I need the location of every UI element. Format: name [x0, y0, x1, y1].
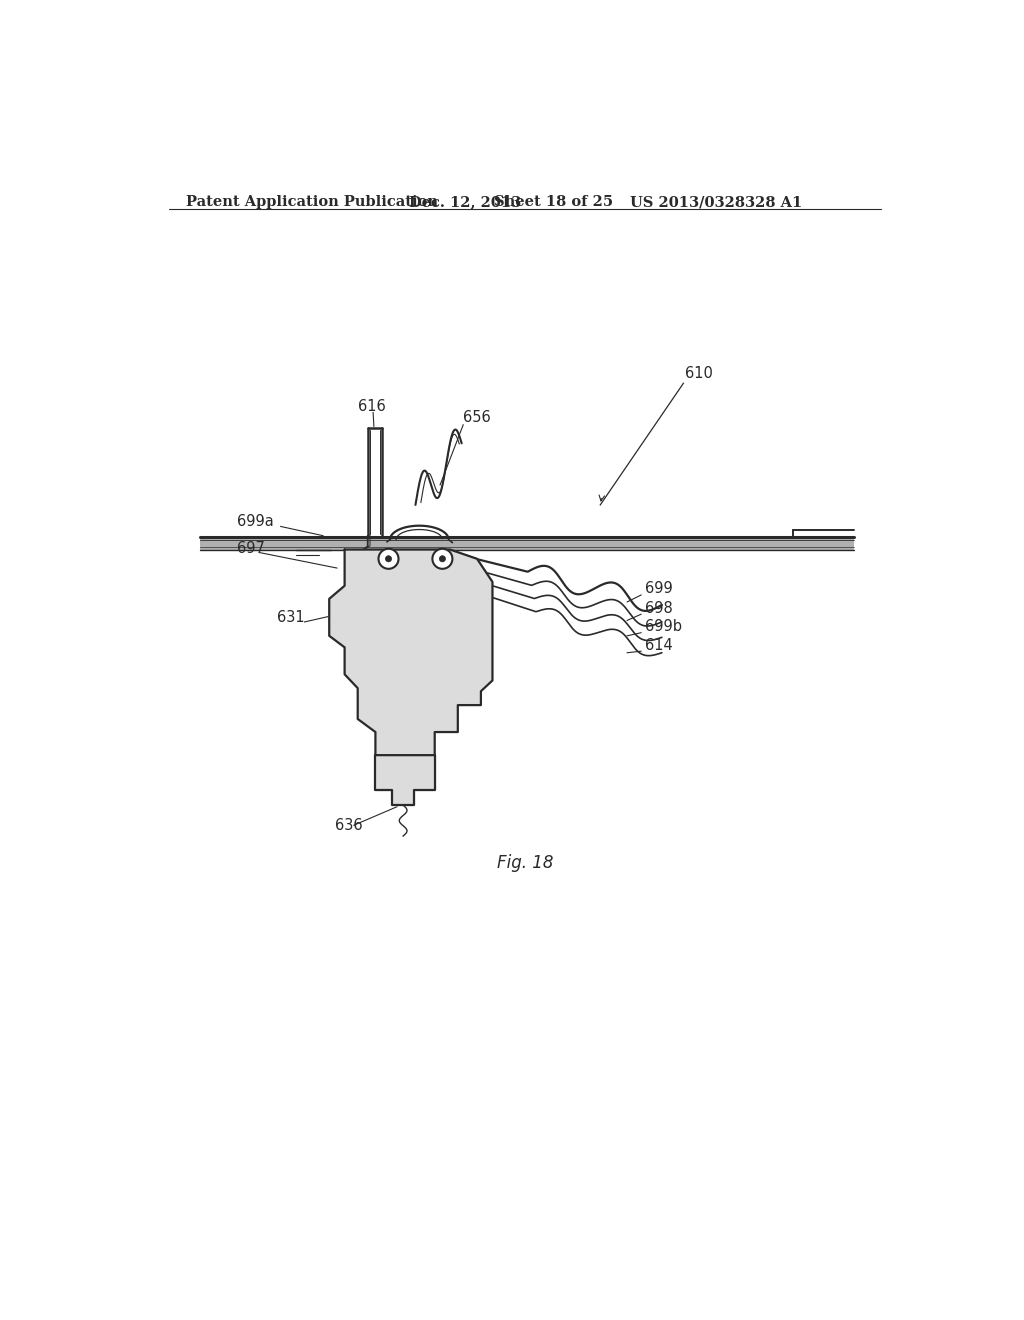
Text: 699: 699: [645, 581, 673, 597]
Text: 636: 636: [336, 818, 362, 833]
Text: 699b: 699b: [645, 619, 682, 634]
Text: US 2013/0328328 A1: US 2013/0328328 A1: [630, 195, 802, 210]
Text: 656: 656: [463, 409, 490, 425]
Bar: [200, 537, 854, 549]
Circle shape: [385, 556, 391, 562]
Text: 616: 616: [358, 399, 386, 414]
Text: 699a: 699a: [237, 515, 273, 529]
Text: Patent Application Publication: Patent Application Publication: [186, 195, 438, 210]
Polygon shape: [376, 755, 435, 805]
Text: Sheet 18 of 25: Sheet 18 of 25: [494, 195, 613, 210]
Circle shape: [439, 556, 445, 562]
Text: 697: 697: [237, 541, 264, 556]
Text: 698: 698: [645, 601, 673, 615]
Text: 631: 631: [276, 610, 304, 624]
Circle shape: [432, 549, 453, 569]
Text: 614: 614: [645, 638, 673, 652]
Text: 610: 610: [685, 366, 713, 381]
Text: Dec. 12, 2013: Dec. 12, 2013: [410, 195, 521, 210]
Text: Fig. 18: Fig. 18: [497, 854, 553, 873]
Polygon shape: [330, 549, 493, 755]
Circle shape: [379, 549, 398, 569]
